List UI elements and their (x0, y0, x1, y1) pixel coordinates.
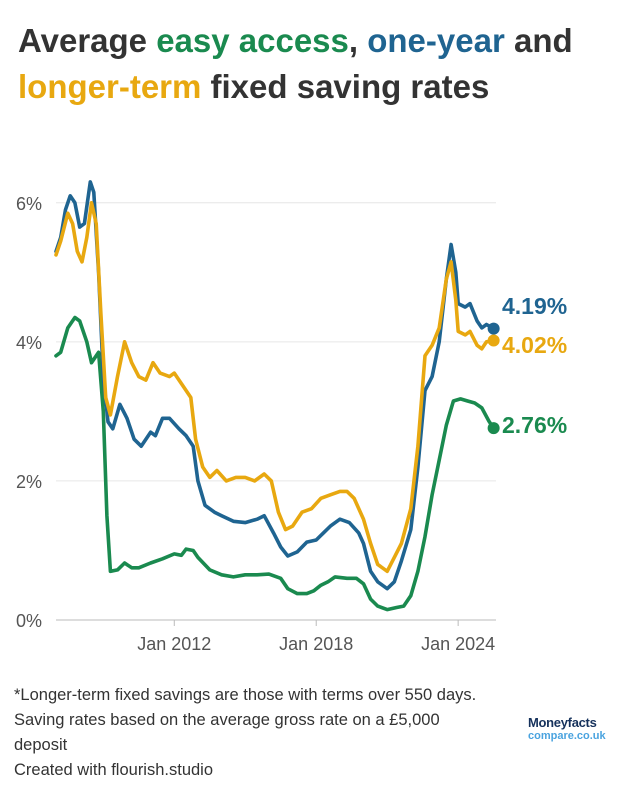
footer-credit: Created with flourish.studio (14, 761, 214, 779)
logo-top-text: Moneyfacts (528, 715, 597, 730)
series-endpoint-longer-term (487, 334, 500, 347)
x-tick-label: Jan 2024 (421, 634, 495, 654)
moneyfacts-logo: Moneyfacts compare.co.uk (528, 715, 618, 743)
title-text-2: , (348, 22, 368, 59)
series-line-easy-access (54, 315, 496, 612)
title-text-3: and (504, 22, 573, 59)
title-easy-access: easy access (156, 22, 349, 59)
y-tick-label: 2% (16, 472, 42, 492)
title-text-1: Average (18, 22, 157, 59)
title-one-year: one-year (367, 22, 505, 59)
footer-basis: Saving rates based on the average gross … (14, 711, 440, 754)
series-endpoint-one-year (487, 322, 500, 335)
chart-title: Average easy access, one-year and longer… (18, 18, 618, 110)
x-tick-label: Jan 2018 (279, 634, 353, 654)
y-tick-label: 6% (16, 194, 42, 214)
series-end-label-one-year: 4.19% (502, 293, 567, 319)
y-tick-label: 0% (16, 611, 42, 631)
title-text-4: fixed saving rates (201, 68, 490, 105)
series-end-label-easy-access: 2.76% (502, 412, 567, 438)
series-line-longer-term (54, 201, 496, 574)
logo-bottom-text: compare.co.uk (528, 730, 606, 742)
title-longer-term: longer-term (18, 68, 202, 105)
y-tick-label: 4% (16, 333, 42, 353)
footer-note: *Longer-term fixed savings are those wit… (14, 686, 477, 704)
series-end-label-longer-term: 4.02% (502, 332, 567, 358)
series-endpoint-easy-access (487, 422, 500, 435)
chart-footer: *Longer-term fixed savings are those wit… (14, 683, 534, 783)
x-tick-label: Jan 2012 (137, 634, 211, 654)
